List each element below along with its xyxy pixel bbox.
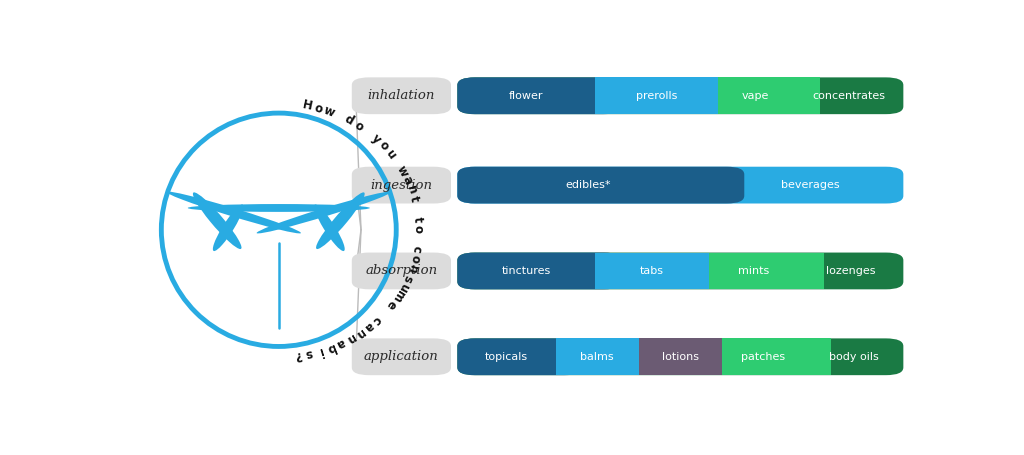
Text: vape: vape: [742, 91, 769, 101]
Text: t: t: [408, 195, 421, 203]
Ellipse shape: [257, 192, 391, 233]
FancyBboxPatch shape: [458, 77, 903, 114]
Text: lotions: lotions: [662, 352, 698, 362]
Ellipse shape: [167, 192, 301, 233]
Text: patches: patches: [741, 352, 785, 362]
Text: w: w: [322, 104, 337, 120]
Text: s: s: [304, 346, 314, 360]
Text: concentrates: concentrates: [812, 91, 885, 101]
Text: o: o: [376, 139, 391, 153]
Text: beverages: beverages: [781, 180, 840, 190]
Text: w: w: [394, 163, 411, 179]
Bar: [709, 253, 824, 289]
Text: a: a: [334, 336, 347, 351]
Text: inhalation: inhalation: [368, 89, 435, 102]
FancyBboxPatch shape: [352, 339, 451, 375]
Text: n: n: [343, 331, 357, 346]
FancyBboxPatch shape: [458, 167, 903, 203]
FancyBboxPatch shape: [352, 167, 451, 203]
Text: tinctures: tinctures: [502, 266, 551, 276]
Text: o: o: [313, 101, 325, 116]
Text: c: c: [410, 245, 424, 254]
Text: o: o: [408, 254, 422, 264]
Text: y: y: [369, 131, 383, 146]
Ellipse shape: [187, 204, 370, 212]
Text: n: n: [404, 263, 419, 275]
FancyBboxPatch shape: [458, 339, 582, 375]
Text: lozenges: lozenges: [826, 266, 876, 276]
Text: n: n: [352, 325, 367, 341]
Text: topicals: topicals: [485, 352, 528, 362]
Text: o: o: [412, 225, 425, 233]
FancyBboxPatch shape: [352, 253, 451, 289]
Text: application: application: [364, 350, 438, 363]
Text: balms: balms: [581, 352, 614, 362]
FancyBboxPatch shape: [458, 253, 622, 289]
FancyBboxPatch shape: [458, 339, 903, 375]
Bar: [595, 253, 735, 289]
FancyBboxPatch shape: [352, 77, 451, 114]
Text: H: H: [302, 99, 314, 113]
FancyBboxPatch shape: [458, 253, 903, 289]
Text: i: i: [316, 344, 324, 358]
Text: t: t: [412, 216, 425, 222]
Text: mints: mints: [737, 266, 769, 276]
Text: tabs: tabs: [640, 266, 664, 276]
Bar: [639, 339, 749, 375]
Ellipse shape: [316, 192, 365, 249]
FancyBboxPatch shape: [458, 77, 621, 114]
Text: u: u: [383, 147, 398, 161]
Text: body oils: body oils: [829, 352, 879, 362]
Text: b: b: [325, 340, 337, 355]
Text: edibles*: edibles*: [565, 180, 610, 190]
Text: a: a: [361, 319, 376, 334]
FancyBboxPatch shape: [458, 167, 744, 203]
Text: ?: ?: [294, 348, 302, 362]
Text: n: n: [403, 183, 419, 196]
Ellipse shape: [193, 192, 242, 249]
Text: c: c: [370, 313, 384, 327]
Ellipse shape: [314, 204, 345, 251]
Text: absorption: absorption: [366, 264, 437, 278]
Bar: [722, 339, 831, 375]
Text: prerolls: prerolls: [636, 91, 677, 101]
Text: ingestion: ingestion: [371, 179, 432, 192]
Text: o: o: [351, 118, 366, 134]
Bar: [718, 77, 820, 114]
Text: d: d: [342, 113, 356, 128]
Text: u: u: [395, 281, 411, 294]
Bar: [595, 77, 744, 114]
Ellipse shape: [213, 204, 244, 251]
Text: flower: flower: [509, 91, 543, 101]
Text: e: e: [384, 298, 399, 312]
Bar: [556, 339, 665, 375]
Text: a: a: [399, 174, 415, 186]
Text: m: m: [389, 288, 407, 305]
Text: s: s: [400, 273, 415, 284]
